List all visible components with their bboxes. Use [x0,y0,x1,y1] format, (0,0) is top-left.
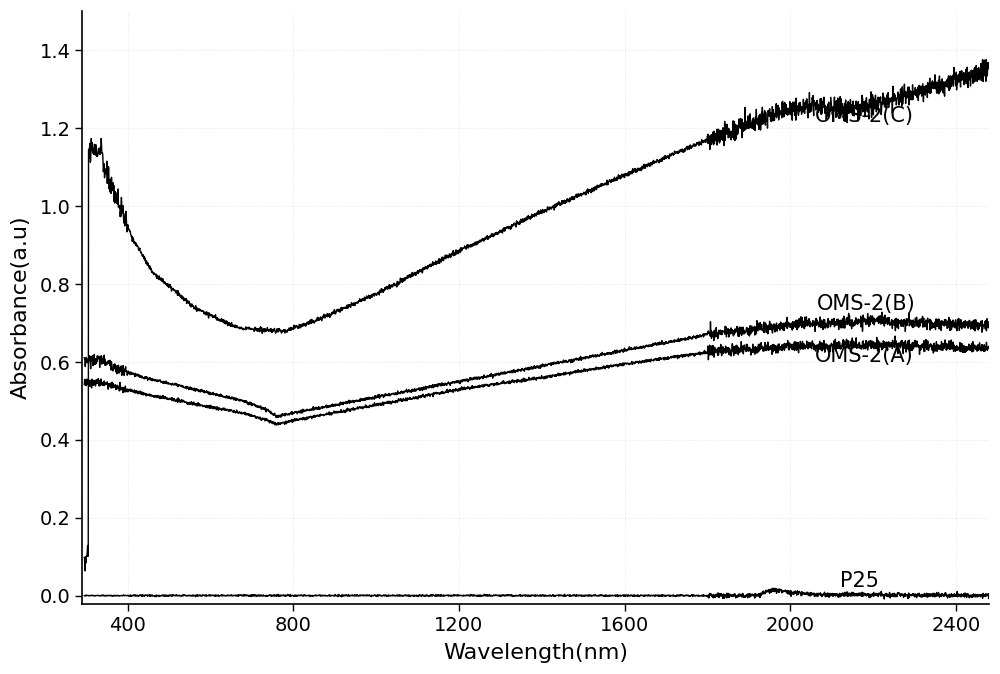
X-axis label: Wavelength(nm): Wavelength(nm) [443,643,628,663]
Text: OMS-2(A): OMS-2(A) [815,346,914,366]
Text: OMS-2(B): OMS-2(B) [817,294,916,313]
Y-axis label: Absorbance(a.u): Absorbance(a.u) [11,216,31,399]
Text: OMS-2(C): OMS-2(C) [815,106,914,127]
Text: P25: P25 [840,571,879,591]
